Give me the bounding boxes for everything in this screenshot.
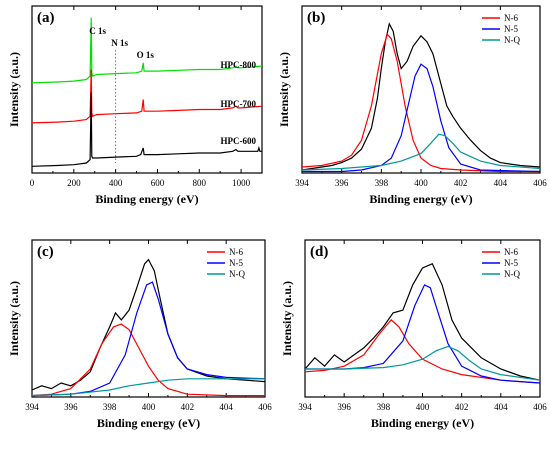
x-tick-label: 398 xyxy=(377,402,391,412)
series-line-raw-spectrum xyxy=(32,258,265,391)
series-line-n-5 xyxy=(302,63,540,173)
x-tick-label: 400 xyxy=(109,178,123,188)
x-tick-label: 800 xyxy=(193,178,207,188)
legend-label: N-Q xyxy=(229,269,245,279)
legend-label: N-6 xyxy=(504,13,518,23)
series-line-n-q xyxy=(32,378,265,397)
series-line-raw-spectrum xyxy=(305,263,540,381)
legend: N-6N-5N-Q xyxy=(482,247,520,279)
legend-label: N-Q xyxy=(504,35,520,45)
peak-label: N 1s xyxy=(111,38,128,48)
series-line-n-5 xyxy=(32,281,265,397)
x-tick-label: 396 xyxy=(64,402,78,412)
x-tick-label: 394 xyxy=(25,402,39,412)
y-axis-title: Intensity (a.u.) xyxy=(277,52,291,127)
x-tick-label: 398 xyxy=(375,178,389,188)
x-axis-title: Binding energy (eV) xyxy=(95,192,198,206)
x-tick-label: 398 xyxy=(103,402,117,412)
x-tick-label: 400 xyxy=(414,178,428,188)
x-tick-label: 404 xyxy=(494,402,508,412)
panel-label: (d) xyxy=(310,244,328,260)
x-tick-label: 406 xyxy=(533,402,547,412)
legend-label: N-5 xyxy=(504,24,518,34)
x-tick-label: 404 xyxy=(219,402,233,412)
series-line-hpc-600 xyxy=(32,92,262,167)
y-axis-title: Intensity (a.u.) xyxy=(7,281,21,356)
x-tick-label: 402 xyxy=(454,178,468,188)
series-line-n-q xyxy=(305,345,540,381)
legend-label: N-6 xyxy=(504,247,518,257)
x-tick-label: 402 xyxy=(455,402,469,412)
y-axis-title: Intensity (a.u.) xyxy=(280,281,294,356)
series-line-n-5 xyxy=(305,284,540,384)
series-line-n-q xyxy=(302,133,540,171)
panel-a: 0 200 400 600 800 1000 Binding energy (eV) Inte… xyxy=(7,5,263,206)
x-axis-title: Binding energy (eV) xyxy=(97,416,200,430)
series-line-n-6 xyxy=(302,33,540,173)
peak-label: O 1s xyxy=(137,50,155,60)
x-tick-label: 600 xyxy=(151,178,165,188)
series-label: HPC-800 xyxy=(221,60,257,70)
x-tick-label: 406 xyxy=(533,178,547,188)
y-axis-title: Intensity (a.u.) xyxy=(7,52,21,127)
peak-label: C 1s xyxy=(89,26,106,36)
panel-label: (a) xyxy=(37,10,55,26)
x-axis-title: Binding energy (eV) xyxy=(371,416,474,430)
legend-label: N-6 xyxy=(229,247,243,257)
x-axis-title: Binding energy (eV) xyxy=(369,192,472,206)
legend: N-6N-5N-Q xyxy=(207,247,245,279)
plot-frame xyxy=(31,5,263,174)
series-line-n-6 xyxy=(32,323,265,397)
legend-label: N-5 xyxy=(504,258,518,268)
x-tick-label: 394 xyxy=(298,402,312,412)
panel-b: 394 396 398 400 402 404 406 Binding energy (eV)… xyxy=(277,5,547,206)
series-label: HPC-600 xyxy=(221,136,257,146)
x-tick-label: 400 xyxy=(416,402,430,412)
panel-c: 394 396 398 400 402 404 406 Binding energy (eV)… xyxy=(7,239,272,430)
panel-label: (c) xyxy=(37,244,54,260)
x-tick-label: 0 xyxy=(30,178,35,188)
series-line-raw-spectrum xyxy=(302,22,540,171)
series-label: HPC-700 xyxy=(221,99,257,109)
series-line-hpc-700 xyxy=(32,69,262,124)
series-line-hpc-800 xyxy=(32,17,262,84)
x-tick-label: 404 xyxy=(494,178,508,188)
panel-label: (b) xyxy=(307,10,325,26)
x-tick-label: 394 xyxy=(295,178,309,188)
legend: N-6N-5N-Q xyxy=(482,13,520,45)
x-tick-label: 396 xyxy=(337,402,351,412)
x-tick-label: 406 xyxy=(258,402,272,412)
legend-label: N-5 xyxy=(229,258,243,268)
legend-label: N-Q xyxy=(504,269,520,279)
x-tick-label: 1000 xyxy=(232,178,251,188)
series-line-n-6 xyxy=(305,319,540,384)
x-tick-label: 400 xyxy=(142,402,156,412)
x-tick-label: 402 xyxy=(181,402,195,412)
x-tick-label: 200 xyxy=(67,178,81,188)
x-tick-label: 396 xyxy=(335,178,349,188)
panel-d: 394 396 398 400 402 404 406 Binding energy (eV)… xyxy=(280,239,547,430)
